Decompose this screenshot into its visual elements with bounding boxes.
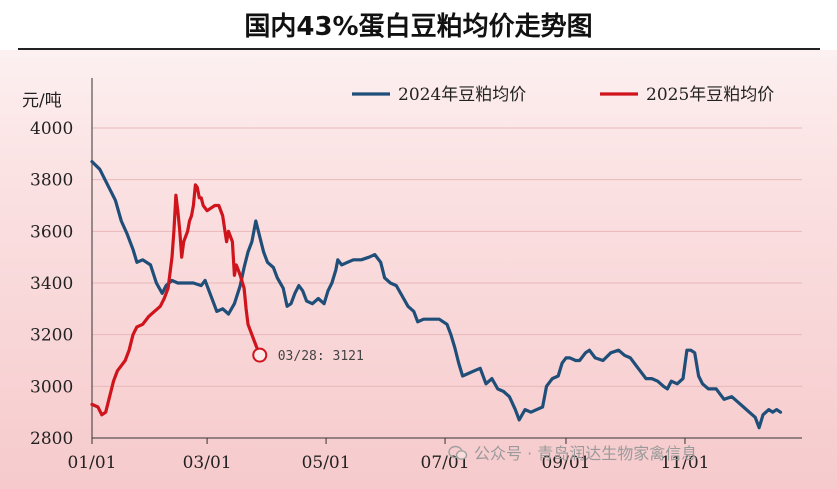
y-tick-label: 2800 (30, 429, 73, 449)
y-tick-label: 3600 (30, 222, 73, 242)
axes (91, 78, 802, 444)
chart-title: 国内43%蛋白豆粕均价走势图 (244, 12, 593, 42)
annotation-label: 03/28: 3121 (278, 349, 364, 364)
title-underline (18, 48, 820, 50)
watermark: 公众号 · 青岛润达生物家禽信息 (448, 440, 697, 464)
series-line-1 (90, 160, 783, 430)
y-axis-unit-label: 元/吨 (22, 91, 62, 111)
x-tick-label: 01/01 (68, 453, 117, 473)
x-tick-label: 09/01 (541, 453, 590, 473)
series-lines (90, 160, 783, 430)
y-tick-label: 3400 (30, 274, 73, 294)
wechat-icon (448, 445, 468, 460)
annotation-marker (252, 347, 268, 363)
annotation: 03/28: 3121 (252, 347, 364, 364)
title-bar (0, 0, 837, 50)
y-tick-label: 4000 (30, 119, 73, 139)
legend-label: 2024年豆粕均价 (398, 85, 526, 105)
y-tick-label: 3000 (30, 377, 73, 397)
legend: 2024年豆粕均价 2025年豆粕均价 (352, 85, 774, 105)
y-tick-label: 3200 (30, 326, 73, 346)
watermark-text: 公众号 · 青岛润达生物家禽信息 (474, 444, 698, 463)
gridlines (92, 127, 802, 439)
y-tick-label: 3800 (30, 171, 73, 191)
legend-label: 2025年豆粕均价 (646, 85, 774, 105)
x-tick-label: 05/01 (302, 453, 351, 473)
x-tick-label: 03/01 (183, 453, 232, 473)
series-line-2 (90, 183, 262, 417)
y-tick-labels: 2800 3000 3200 3400 3600 3800 4000 (30, 119, 73, 449)
x-tick-label: 11/01 (660, 453, 709, 473)
